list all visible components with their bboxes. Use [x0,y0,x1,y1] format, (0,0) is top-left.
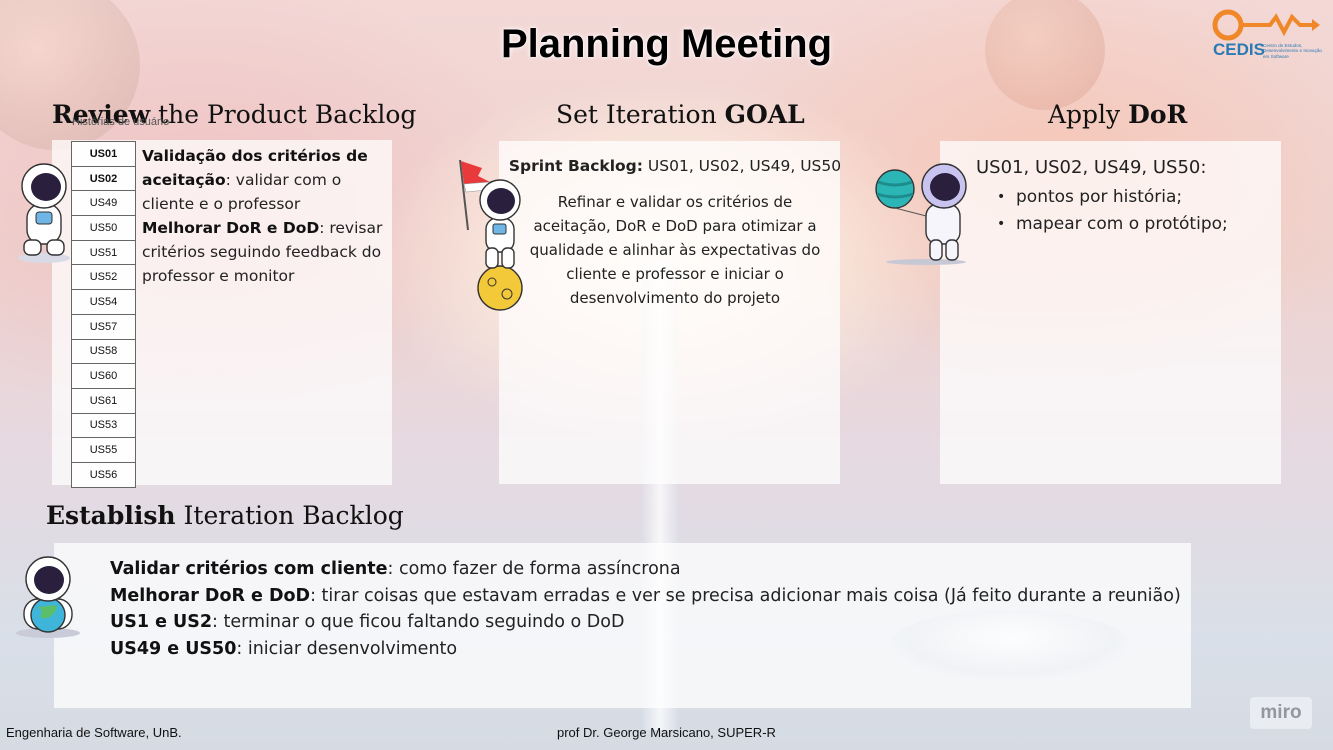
page-title: Planning Meeting [500,22,833,66]
table-row: US61 [71,387,136,414]
dor-bullet: mapear com o protótipo; [1016,213,1228,234]
iteration-line-bold: Validar critérios com cliente [110,559,388,579]
miro-watermark: miro [1250,697,1312,729]
table-row: US53 [71,412,136,439]
user-story-id: US01 [71,141,136,167]
dor-bullet: pontos por história; [1016,186,1183,207]
table-row: US50 [71,215,136,241]
review-notes: Validação dos critérios de aceitação: va… [142,144,396,288]
sprint-backlog-label: Sprint Backlog: [508,157,643,175]
iteration-panel [54,543,1191,708]
astronaut-sitting-icon [18,163,70,263]
user-story-id: US51 [71,239,136,266]
user-stories-table: US01 US02 US49 US50 US51 US52 US54 US57 US58 US60… [71,141,136,488]
astronaut-earth-icon [16,556,80,638]
table-row: US49 [71,190,136,217]
logo-subtitle: Centro de Estudos, Desenvolvimento e Ino… [1263,43,1322,59]
iteration-line-rest: : iniciar desenvolvimento [236,638,458,659]
list-item: • mapear com o protótipo; [997,210,1228,237]
review-heading-bold: Review [52,100,151,129]
footer-professor: prof Dr. George Marsicano, SUPER-R [557,725,776,740]
user-story-id: US53 [71,412,136,439]
iteration-line: Validar critérios com cliente: como faze… [110,556,1180,583]
review-item2-bold: Melhorar DoR e DoD [142,219,320,237]
table-row: US54 [71,289,136,315]
user-story-id: US55 [71,437,136,463]
goal-heading-bold: GOAL [724,100,805,129]
table-row: US60 [71,363,136,389]
background-planet [985,0,1105,110]
list-item: • pontos por história; [997,183,1228,210]
user-story-id: US50 [71,215,136,241]
goal-heading: Set Iteration GOAL [556,100,805,129]
iteration-line-rest: : terminar o que ficou faltando seguindo… [212,612,625,632]
sprint-backlog: Sprint Backlog: US01, US02, US49, US50 [500,157,850,175]
dor-heading: Apply DoR [1048,100,1187,129]
dor-heading-light: Apply [1048,100,1129,129]
astronaut-balloon-icon [875,163,967,265]
review-heading: Review the Product Backlog [52,100,416,129]
goal-heading-light: Set Iteration [556,100,725,129]
user-story-id: US54 [71,289,136,315]
table-row: US02 [71,165,136,192]
sprint-backlog-items: US01, US02, US49, US50 [642,157,842,175]
user-story-id: US58 [71,338,136,365]
user-story-id: US60 [71,363,136,389]
footer-course: Engenharia de Software, UnB. [6,725,182,740]
iteration-line: Melhorar DoR e DoD: tirar coisas que est… [110,583,1181,610]
iteration-line: US49 e US50: iniciar desenvolvimento [110,636,1180,663]
logo-name: CEDIS [1213,40,1265,59]
astronaut-flag-icon [459,159,523,311]
review-heading-rest: the Product Backlog [150,100,417,129]
table-row: US55 [71,437,136,463]
review-item2-rest: : revisar critérios seguindo feedback do… [142,219,383,285]
iteration-line-rest: : tirar coisas que estavam erradas e ver… [310,585,1181,606]
user-story-id: US52 [71,264,136,291]
user-story-id: US56 [71,461,136,488]
goal-description: Refinar e validar os critérios de aceita… [529,193,821,307]
table-row: US01 [71,141,136,167]
goal-panel [499,141,840,484]
iteration-line-bold: US49 e US50 [110,638,237,659]
iteration-line-rest: : como fazer de forma assíncrona [387,559,681,579]
table-row: US58 [71,338,136,365]
iteration-heading-bold: Establish [46,501,176,530]
user-story-id: US61 [71,387,136,414]
dor-heading-bold: DoR [1128,100,1188,129]
dor-list: • pontos por história; • mapear com o prot… [997,183,1228,237]
iteration-notes: Validar critérios com cliente: como faze… [110,556,1181,663]
table-row: US57 [71,313,136,340]
user-story-id: US02 [71,165,136,192]
user-story-id: US57 [71,313,136,340]
iteration-line-bold: US1 e US2 [110,612,213,632]
iteration-heading: Establish Iteration Backlog [46,501,404,530]
table-caption: Histórias de usuário [72,116,170,128]
table-row: US51 [71,239,136,266]
cedis-logo-icon [1212,9,1320,41]
review-item1-rest: : validar com o cliente e o professor [142,171,342,213]
user-story-id: US49 [71,190,136,217]
table-row: US56 [71,461,136,488]
bullet-icon: • [997,215,1006,232]
iteration-heading-rest: Iteration Backlog [175,501,404,530]
dor-stories: US01, US02, US49, US50: [976,157,1207,178]
table-row: US52 [71,264,136,291]
iteration-line-bold: Melhorar DoR e DoD [110,585,311,606]
dor-panel [940,141,1281,484]
iteration-line: US1 e US2: terminar o que ficou faltando… [110,609,1180,636]
review-item1-bold: Validação dos critérios de aceitação [142,147,368,189]
bullet-icon: • [997,188,1006,205]
